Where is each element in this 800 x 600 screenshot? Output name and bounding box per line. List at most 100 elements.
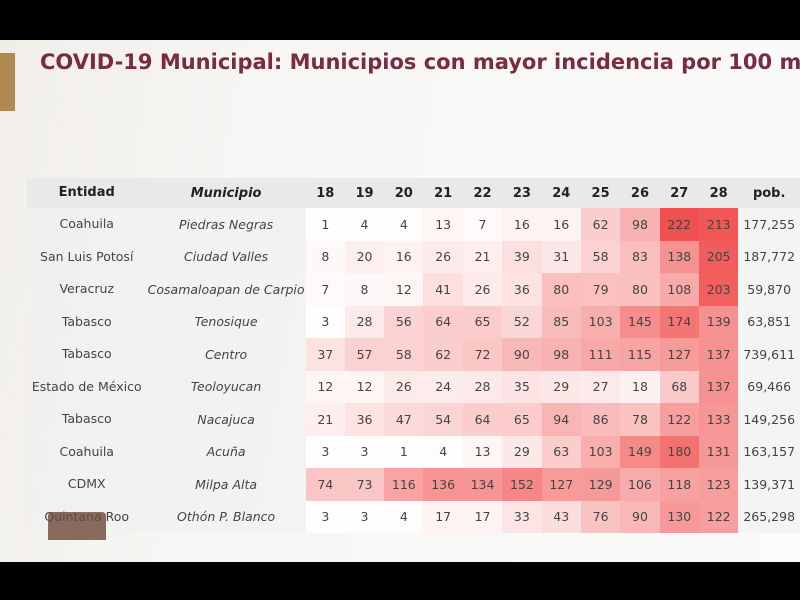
heat-cell: 174 bbox=[659, 305, 699, 338]
heat-cell: 16 bbox=[541, 208, 581, 241]
heat-cell: 205 bbox=[699, 240, 739, 273]
heat-cell: 123 bbox=[699, 468, 739, 501]
cell-pob: 139,371 bbox=[743, 476, 796, 492]
heat-cell: 3 bbox=[305, 500, 345, 533]
slide-title: COVID-19 Municipal: Municipios con mayor… bbox=[40, 50, 800, 74]
heat-cell: 47 bbox=[384, 403, 424, 436]
heat-cell: 131 bbox=[699, 435, 739, 468]
header-week: 21 bbox=[423, 178, 463, 208]
heat-cell: 80 bbox=[620, 273, 660, 306]
heat-cell: 8 bbox=[305, 240, 345, 273]
heat-cell: 16 bbox=[384, 240, 424, 273]
heat-cell: 122 bbox=[659, 403, 699, 436]
heat-cell: 64 bbox=[423, 305, 463, 338]
heat-cell: 29 bbox=[541, 370, 581, 403]
heat-cell: 37 bbox=[305, 338, 345, 371]
heat-cell: 21 bbox=[462, 240, 503, 273]
cell-municipio: Milpa Alta bbox=[195, 476, 258, 492]
heat-cell: 4 bbox=[384, 500, 424, 533]
cell-entidad: Tabasco bbox=[61, 411, 112, 427]
heat-cell: 127 bbox=[659, 338, 699, 371]
accent-bar bbox=[0, 53, 15, 111]
cell-entidad: Coahuila bbox=[59, 443, 114, 459]
heat-cell: 4 bbox=[384, 208, 424, 241]
heat-cell: 63 bbox=[541, 435, 581, 468]
table-row: San Luis Potosí Ciudad Valles 8 20 16 26 21 39 3… bbox=[27, 240, 800, 273]
header-week: 26 bbox=[620, 178, 660, 208]
heat-cell: 90 bbox=[620, 500, 660, 533]
header-pob: pob. bbox=[738, 178, 800, 208]
header-week: 18 bbox=[305, 178, 345, 208]
cell-municipio: Ciudad Valles bbox=[184, 249, 269, 265]
heat-cell: 133 bbox=[699, 403, 739, 436]
heat-cell: 137 bbox=[699, 370, 739, 403]
heat-cell: 24 bbox=[423, 370, 463, 403]
table-row: Tabasco Tenosique 3 28 56 64 65 52 85 103 145 174 13… bbox=[27, 305, 800, 338]
heat-cell: 90 bbox=[502, 338, 542, 371]
heat-cell: 7 bbox=[305, 273, 345, 306]
cell-pob: 69,466 bbox=[747, 379, 792, 395]
heat-cell: 72 bbox=[462, 338, 503, 371]
table-row: Coahuila Acuña 3 3 1 4 13 29 63 103 149 180 131 163,1… bbox=[27, 435, 800, 468]
heat-cell: 31 bbox=[541, 240, 581, 273]
heat-cell: 13 bbox=[462, 435, 503, 468]
heat-cell: 73 bbox=[344, 468, 385, 501]
header-week: 23 bbox=[502, 178, 542, 208]
heat-cell: 149 bbox=[620, 435, 660, 468]
table-row: Tabasco Centro 37 57 58 62 72 90 98 111 115 127 137 7… bbox=[27, 338, 800, 371]
heat-cell: 138 bbox=[659, 240, 699, 273]
heat-cell: 12 bbox=[384, 273, 424, 306]
heat-cell: 180 bbox=[659, 435, 699, 468]
heat-cell: 1 bbox=[305, 208, 345, 241]
header-week: 19 bbox=[344, 178, 385, 208]
cell-pob: 59,870 bbox=[747, 281, 792, 297]
heat-cell: 62 bbox=[423, 338, 463, 371]
header-municipio: Municipio bbox=[146, 178, 306, 208]
heat-cell: 28 bbox=[462, 370, 503, 403]
heat-cell: 4 bbox=[423, 435, 463, 468]
heat-cell: 85 bbox=[541, 305, 581, 338]
heat-cell: 3 bbox=[305, 435, 345, 468]
heat-cell: 13 bbox=[423, 208, 463, 241]
header-week: 25 bbox=[580, 178, 621, 208]
cell-municipio: Cosamaloapan de Carpio bbox=[147, 281, 305, 297]
heat-cell: 111 bbox=[580, 338, 621, 371]
heat-cell: 86 bbox=[580, 403, 621, 436]
heat-cell: 43 bbox=[541, 500, 581, 533]
table-row: Tabasco Nacajuca 21 36 47 54 64 65 94 86 78 122 133 1… bbox=[27, 403, 800, 436]
logo-image bbox=[48, 512, 106, 540]
heat-cell: 3 bbox=[344, 435, 385, 468]
cell-municipio: Tenosique bbox=[194, 314, 258, 330]
heat-cell: 65 bbox=[462, 305, 503, 338]
heat-cell: 26 bbox=[423, 240, 463, 273]
table-row: Coahuila Piedras Negras 1 4 4 13 7 16 16 62 98 222 2… bbox=[27, 208, 800, 241]
heat-cell: 1 bbox=[384, 435, 424, 468]
heat-cell: 83 bbox=[620, 240, 660, 273]
cell-municipio: Centro bbox=[205, 346, 248, 362]
heat-cell: 203 bbox=[699, 273, 739, 306]
heat-cell: 35 bbox=[502, 370, 542, 403]
header-week: 20 bbox=[384, 178, 424, 208]
heat-cell: 129 bbox=[580, 468, 621, 501]
cell-entidad: San Luis Potosí bbox=[40, 248, 134, 264]
heat-cell: 79 bbox=[580, 273, 621, 306]
heat-cell: 136 bbox=[423, 468, 463, 501]
heat-cell: 3 bbox=[344, 500, 385, 533]
heat-cell: 12 bbox=[305, 370, 345, 403]
heat-cell: 106 bbox=[620, 468, 660, 501]
heat-cell: 152 bbox=[502, 468, 542, 501]
cell-entidad: Tabasco bbox=[61, 346, 112, 362]
cell-entidad: Coahuila bbox=[59, 216, 114, 232]
heat-cell: 145 bbox=[620, 305, 660, 338]
header-week: 24 bbox=[541, 178, 581, 208]
cell-municipio: Acuña bbox=[206, 444, 246, 460]
heat-cell: 130 bbox=[659, 500, 699, 533]
heat-cell: 94 bbox=[541, 403, 581, 436]
heat-cell: 108 bbox=[659, 273, 699, 306]
heat-cell: 116 bbox=[384, 468, 424, 501]
heat-cell: 28 bbox=[344, 305, 385, 338]
heat-cell: 139 bbox=[699, 305, 739, 338]
heat-cell: 74 bbox=[305, 468, 345, 501]
heat-cell: 12 bbox=[344, 370, 385, 403]
